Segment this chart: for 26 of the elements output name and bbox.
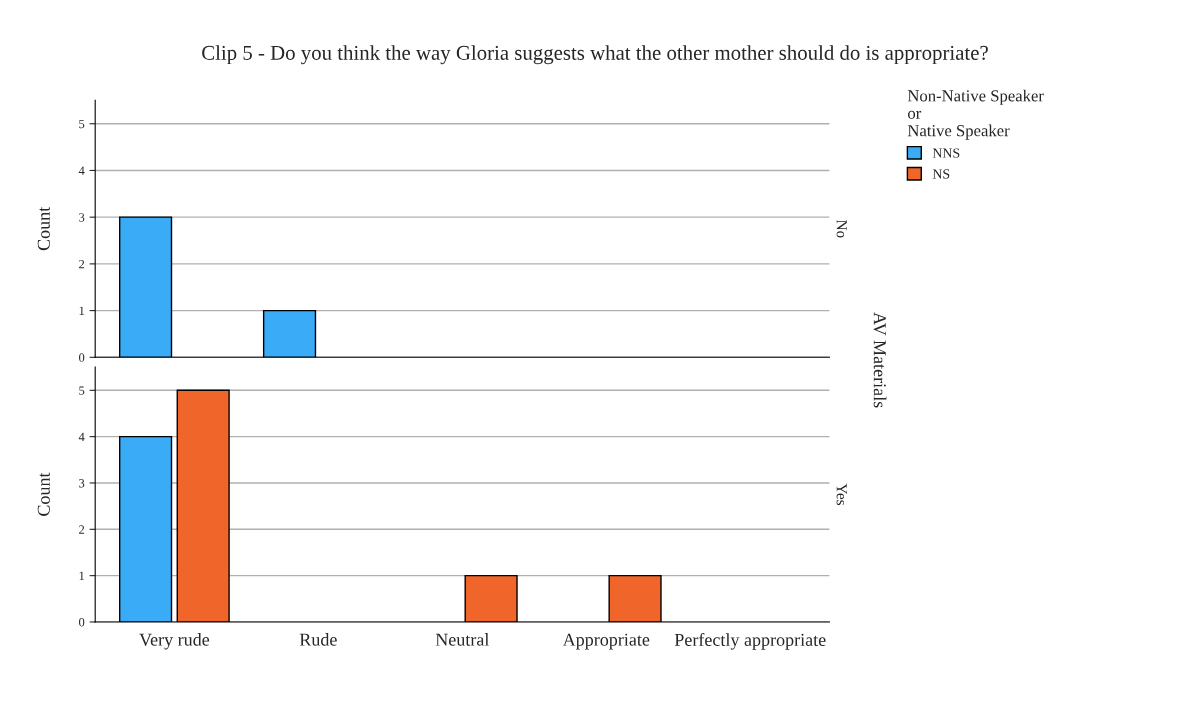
y-tick-label: 1 bbox=[79, 306, 85, 315]
x-tick-label: Rude bbox=[299, 633, 337, 646]
y-tick-label: 3 bbox=[79, 479, 85, 488]
y-axis-title: Count bbox=[37, 472, 50, 516]
legend-label: NS bbox=[932, 169, 950, 179]
x-tick-label: Appropriate bbox=[562, 633, 650, 650]
x-tick-label: Neutral bbox=[435, 633, 490, 646]
y-tick-label: 2 bbox=[79, 259, 85, 269]
text: Yes bbox=[836, 483, 847, 506]
y-tick-label: 4 bbox=[78, 432, 85, 441]
chart-title: Clip 5 - Do you think the way Gloria suggests what the other mother should do is appropriate? bbox=[202, 45, 988, 65]
y-axis-title: Count bbox=[37, 206, 50, 251]
text: AV Materials bbox=[873, 312, 887, 408]
legend-label: NNS bbox=[932, 148, 960, 158]
y-tick-label: 0 bbox=[79, 353, 85, 362]
y-tick-label: 2 bbox=[79, 525, 85, 534]
legend-title: Non-Native Speaker or Native Speaker bbox=[907, 89, 1044, 140]
x-tick-label: Very rude bbox=[139, 633, 210, 650]
y-tick-label: 5 bbox=[79, 119, 85, 129]
y-tick-label: 5 bbox=[79, 386, 85, 395]
y-tick-label: 0 bbox=[79, 618, 85, 627]
y-tick-label: 3 bbox=[79, 213, 85, 222]
text: No bbox=[836, 219, 847, 238]
x-tick-label: Perfectly appropriate bbox=[674, 633, 826, 650]
y-tick-label: 1 bbox=[79, 571, 85, 580]
y-tick-label: 4 bbox=[78, 166, 85, 175]
